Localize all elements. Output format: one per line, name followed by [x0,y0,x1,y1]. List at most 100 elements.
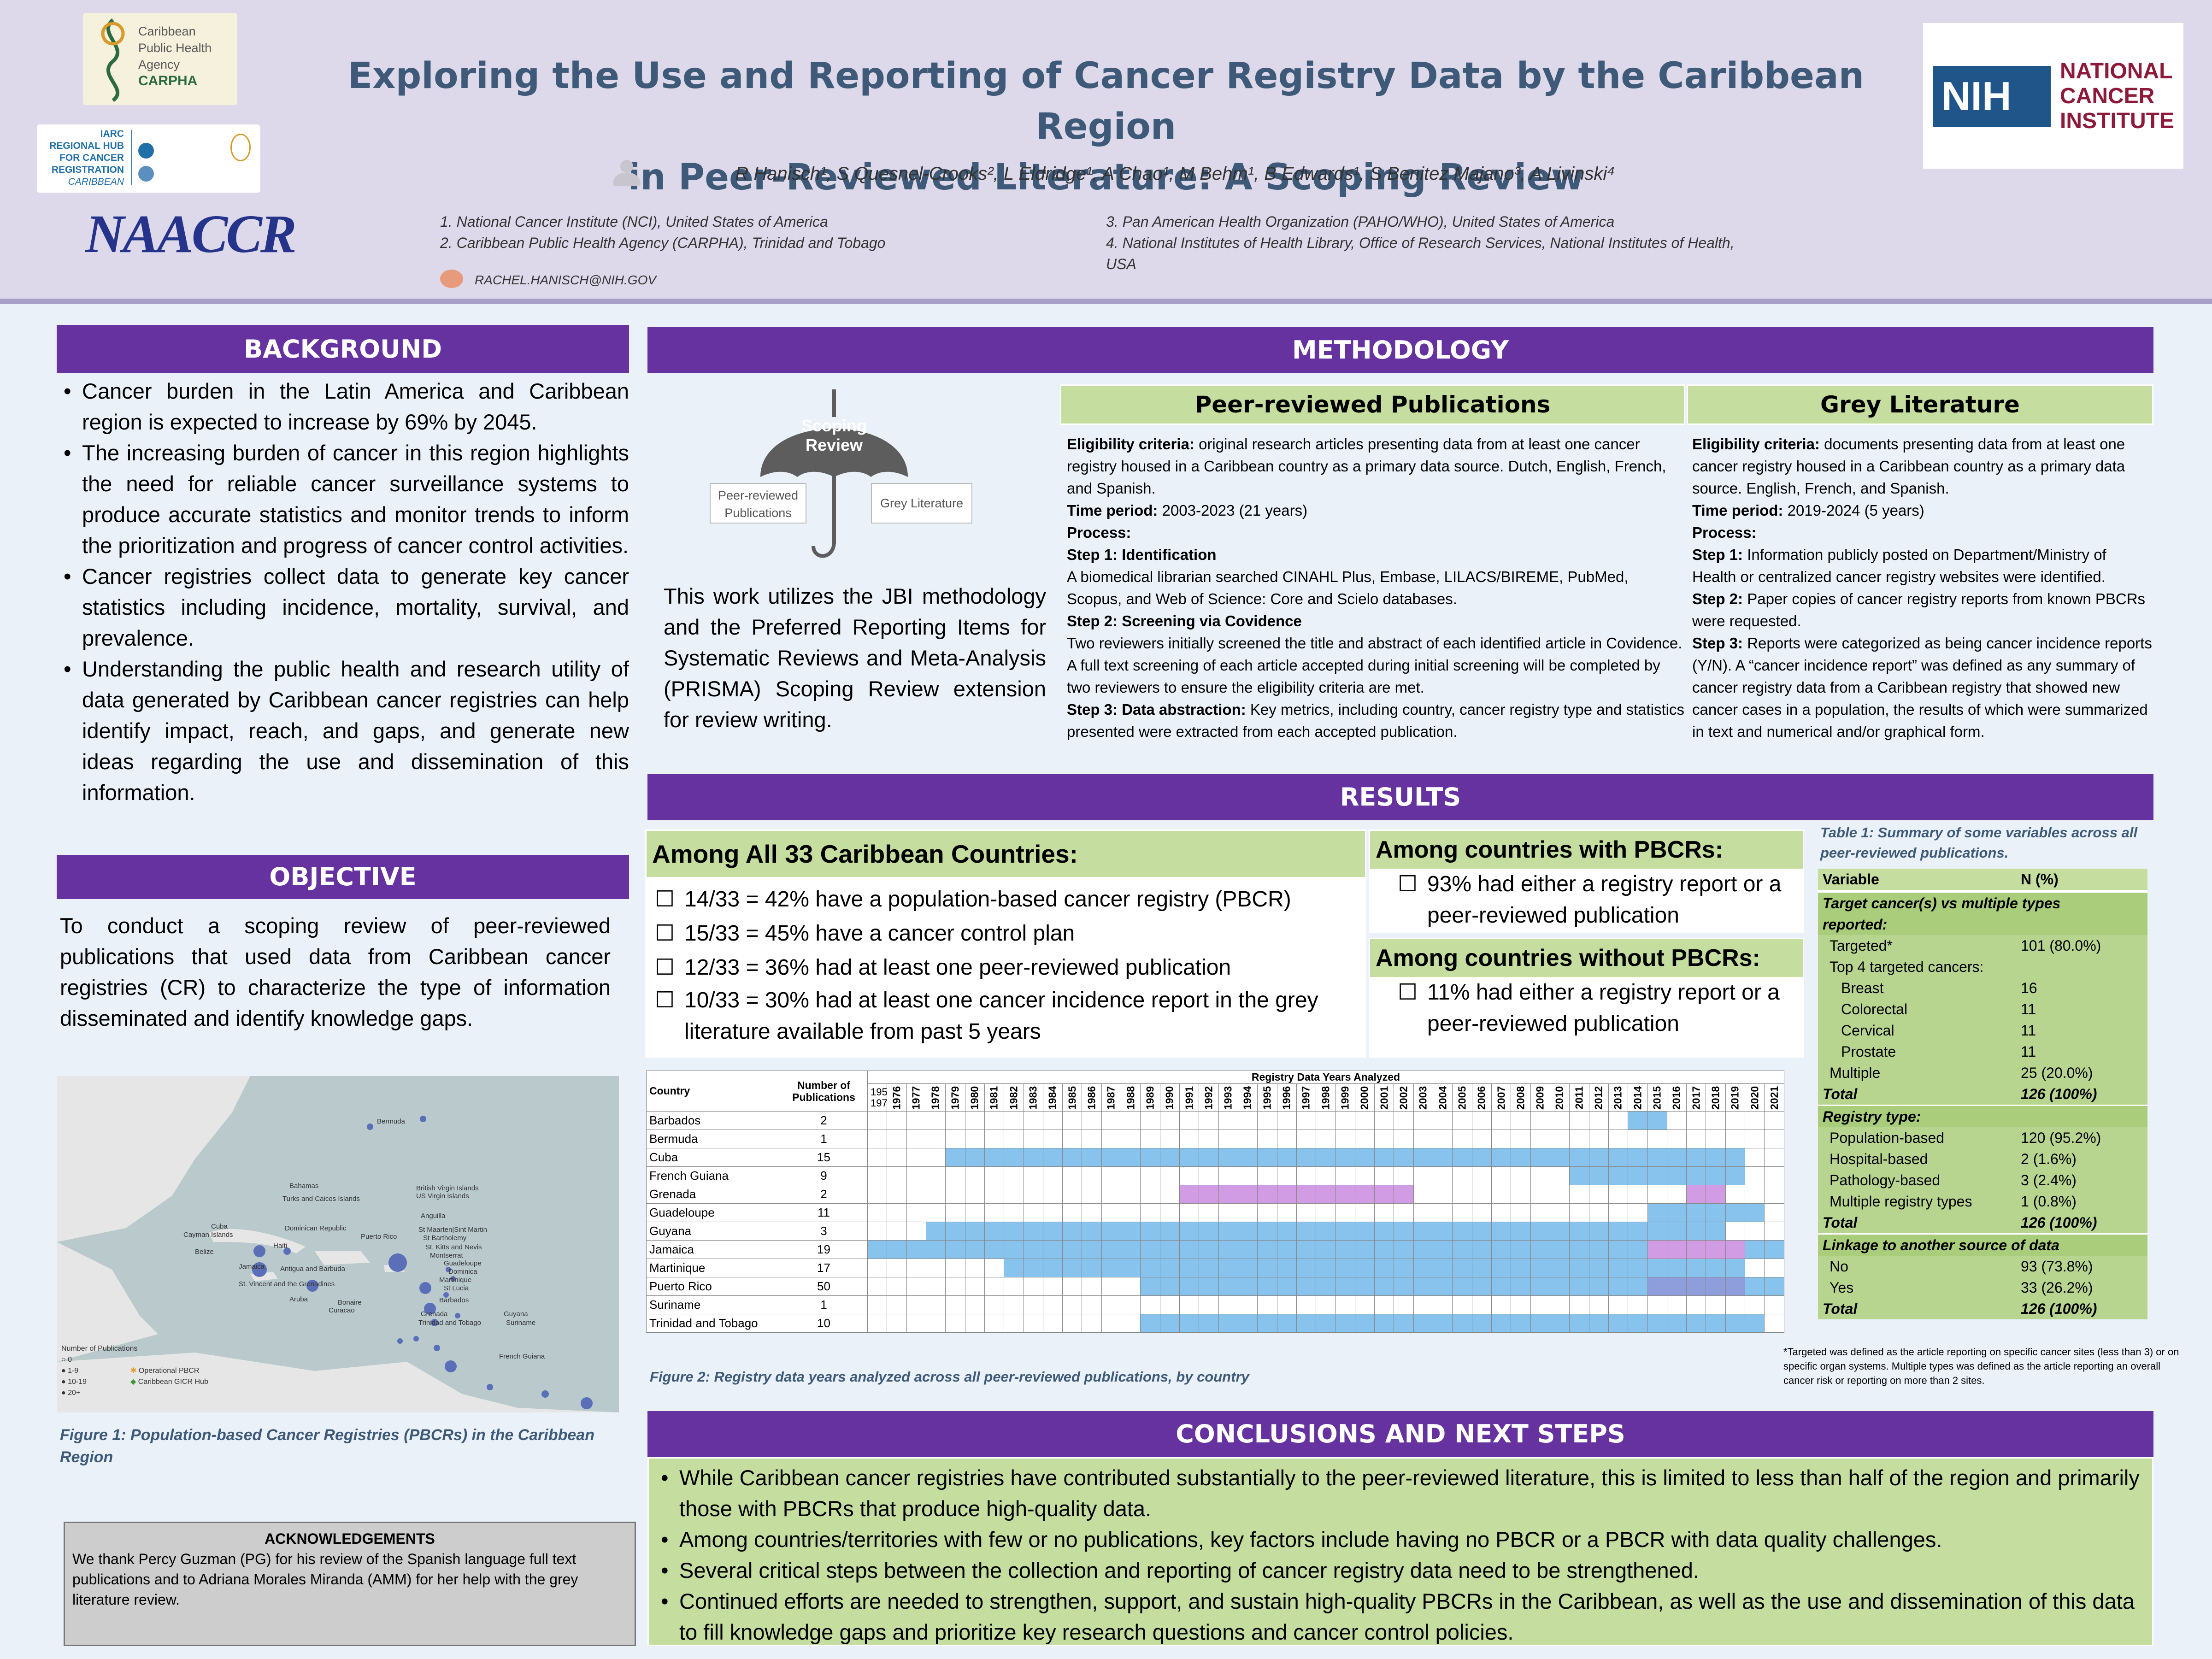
year-cell [945,1240,965,1259]
year-cell [1004,1111,1024,1130]
year-cell [1608,1203,1629,1222]
year-cell [1628,1203,1648,1222]
year-cell [887,1185,907,1204]
year-cell [1082,1148,1102,1167]
year-cell [1394,1130,1414,1148]
cell-variable: Colorectal [1841,1001,1908,1018]
title-line-1: Exploring the Use and Reporting of Cance… [347,55,1865,147]
year-cell [1549,1203,1570,1222]
year-cell [984,1314,1005,1333]
year-cell [1316,1295,1336,1314]
year-cell [1491,1277,1512,1296]
year-cell [1764,1111,1784,1130]
year-cell [1023,1222,1043,1241]
year-cell [1062,1130,1082,1148]
year-cell [1218,1185,1238,1204]
year-cell [1471,1240,1492,1259]
year-cell [1296,1277,1317,1296]
year-cell [1628,1222,1648,1241]
year-label: 2005 [1452,1083,1472,1112]
year-cell [1335,1222,1355,1241]
year-cell [1004,1314,1024,1333]
year-cell [1374,1314,1394,1333]
table-row: Target cancer(s) vs multiple types repor… [1818,891,2147,935]
year-label: 1984 [1043,1083,1063,1112]
year-cell [1121,1185,1141,1204]
year-cell [1666,1111,1687,1130]
year-cell [1452,1259,1472,1277]
year-cell [1374,1148,1394,1167]
cell-value [2113,1235,2147,1256]
year-cell [1725,1295,1746,1314]
year-cell [1608,1314,1629,1333]
year-cell [1374,1185,1394,1204]
year-cell [1237,1240,1258,1259]
year-cell [1647,1295,1667,1314]
year-cell [1101,1203,1122,1222]
year-cell [1316,1203,1336,1222]
list-item: Cancer registries collect data to genera… [60,561,629,653]
year-cell [1179,1111,1200,1130]
year-cell [1023,1148,1043,1167]
map-label: St Maarten|Sint Martin [418,1226,487,1234]
with-pbcr-list: 93% had either a registry report or a pe… [1370,869,1803,931]
cell-value: 25 (20.0%) [2021,1065,2093,1081]
year-cell [1647,1185,1667,1204]
map-label: St. Vincent and the Grenadines [239,1280,335,1288]
with-pbcr-box: Among countries with PBCRs: 93% had eith… [1369,830,1804,933]
table-row: Suriname 1 [646,1295,1784,1314]
umbrella-title: Scoping Review [801,416,867,454]
year-cell [1237,1203,1258,1222]
year-cell [867,1111,888,1130]
author-icon [608,159,645,187]
year-cell [1530,1130,1550,1148]
year-cell [1764,1148,1784,1167]
year-cell [925,1111,946,1130]
year-label: 2020 [1745,1083,1765,1112]
year-cell [1179,1222,1200,1241]
year-cell [1042,1111,1063,1130]
year-cell [1042,1148,1063,1167]
country-cell: Barbados [646,1111,780,1130]
year-cell [1082,1203,1102,1222]
year-cell [1452,1185,1472,1204]
contact-email[interactable]: RACHEL.HANISCH@NIH.GOV [475,273,657,287]
year-label: 1988 [1121,1083,1141,1112]
umbrella-diagram: Scoping Review Peer-reviewed Publication… [710,376,1009,569]
col-variable: Variable [1823,871,1879,888]
year-cell [1354,1111,1375,1130]
year-cell [1745,1314,1765,1333]
year-cell [1179,1130,1200,1148]
year-cell [1394,1148,1414,1167]
text: 2003-2023 (21 years) [1158,502,1308,519]
year-label: 2006 [1472,1083,1492,1112]
year-cell [1062,1222,1082,1241]
year-cell [906,1314,926,1333]
year-cell [1608,1111,1629,1130]
map-label: Martinique [439,1276,472,1284]
year-cell [1413,1295,1434,1314]
year-cell [1394,1314,1414,1333]
year-cell [887,1148,907,1167]
year-cell [1433,1185,1453,1204]
year-cell [1257,1295,1277,1314]
year-cell [1413,1111,1434,1130]
nci-logo-line: CANCER [2060,84,2155,108]
year-cell [1745,1277,1765,1296]
year-cell [1666,1222,1687,1241]
year-cell [1159,1295,1180,1314]
methodology-heading: METHODOLOGY [647,327,2153,373]
year-cell [1277,1185,1297,1204]
year-cell [1452,1314,1472,1333]
year-cell [1511,1295,1531,1314]
year-cell [1725,1203,1746,1222]
year-cell [1257,1277,1277,1296]
year-cell [1179,1240,1200,1259]
year-cell [1023,1185,1043,1204]
year-cell [1666,1185,1687,1204]
year-cell [1277,1203,1297,1222]
publication-count-cell: 19 [780,1240,868,1259]
table-1-caption: Table 1: Summary of some variables acros… [1820,824,2138,861]
peer-reviewed-heading: Peer-reviewed Publications [1060,384,1685,425]
year-cell [1159,1277,1180,1296]
